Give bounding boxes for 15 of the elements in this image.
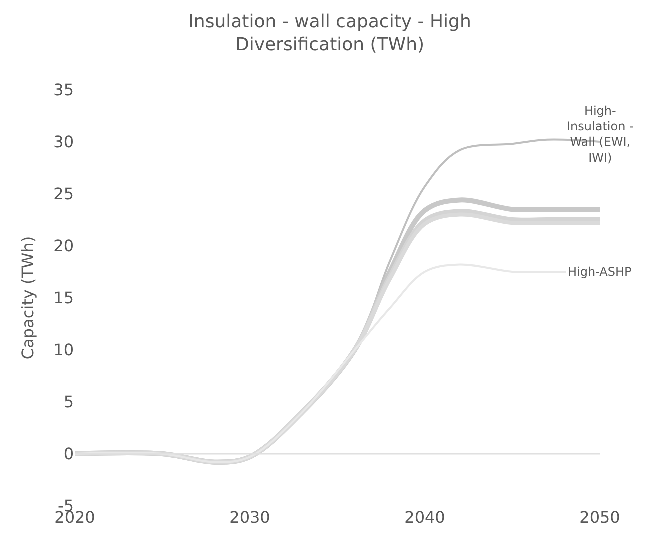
y-tick-label: 15	[54, 288, 74, 308]
y-tick-label: 25	[54, 184, 74, 204]
y-tick-label: 0	[64, 444, 74, 464]
series-label: High-ASHP	[568, 265, 632, 279]
y-tick-label: 20	[54, 236, 74, 256]
chart-title: Insulation - wall capacity - High Diversification (TWh)	[188, 11, 472, 56]
series-label: High-Insulation - Wall (EWI, IWI)	[567, 104, 634, 165]
y-tick-label: 10	[54, 340, 74, 360]
y-tick-label: 30	[54, 132, 74, 152]
y-tick-label: 35	[54, 80, 74, 100]
x-tick-label: 2050	[580, 508, 620, 527]
x-tick-label: 2030	[230, 508, 270, 527]
x-tick-label: 2040	[404, 508, 446, 527]
y-axis-title: Capacity (TWh)	[18, 236, 38, 360]
y-tick-label: 5	[64, 392, 74, 412]
